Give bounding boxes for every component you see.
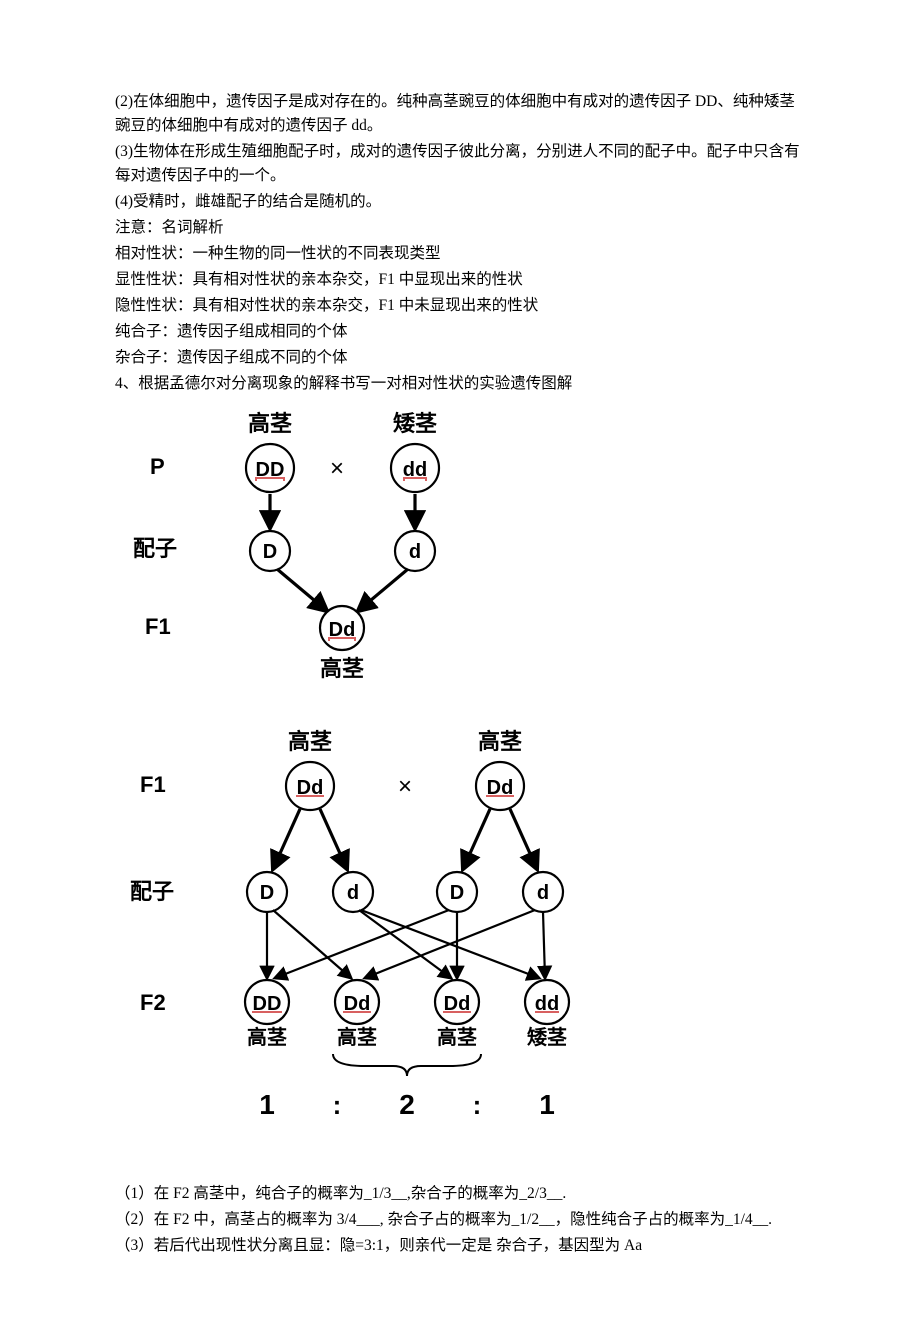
q1: （1）在 F2 高茎中，纯合子的概率为_1/3__,杂合子的概率为_2/3__. bbox=[115, 1182, 805, 1206]
d2-geno-d2: d bbox=[537, 882, 549, 904]
d1-bottom-label: 高茎 bbox=[320, 656, 364, 681]
para-3: (3)生物体在形成生殖细胞配子时，成对的遗传因子彼此分离，分别进人不同的配子中。… bbox=[115, 140, 805, 188]
d2-arrow-l-D bbox=[273, 809, 300, 869]
d2-f2-lab-dd: 矮茎 bbox=[527, 1025, 567, 1049]
para-term5: 杂合子：遗传因子组成不同的个体 bbox=[115, 346, 805, 370]
para-term4: 纯合子：遗传因子组成相同的个体 bbox=[115, 320, 805, 344]
d2-geno-d1: d bbox=[347, 882, 359, 904]
para-item4: 4、根据孟德尔对分离现象的解释书写一对相对性状的实验遗传图解 bbox=[115, 372, 805, 396]
intro-text: (2)在体细胞中，遗传因子是成对存在的。纯种高茎豌豆的体细胞中有成对的遗传因子 … bbox=[115, 90, 805, 396]
d1-row-P: P bbox=[150, 454, 165, 479]
d2-ratio-1b: 1 bbox=[539, 1089, 555, 1120]
d1-row-F1: F1 bbox=[145, 614, 171, 639]
d2-f2-lab-Dd2: 高茎 bbox=[437, 1025, 477, 1049]
d1-arrow-d-F1 bbox=[358, 569, 408, 611]
d2-geno-D1: D bbox=[260, 882, 274, 904]
d2-f2-lab-DD: 高茎 bbox=[247, 1025, 287, 1049]
d1-geno-d: d bbox=[409, 541, 421, 563]
questions-block: （1）在 F2 高茎中，纯合子的概率为_1/3__,杂合子的概率为_2/3__.… bbox=[115, 1182, 805, 1258]
diagram-f1-self: 高茎 高茎 F1 Dd × Dd 配子 D d D bbox=[115, 724, 805, 1152]
d2-ratio-colon2: : bbox=[473, 1090, 482, 1120]
d2-arrow-r-D bbox=[463, 809, 490, 869]
d2-row-gamete: 配子 bbox=[130, 879, 174, 904]
d2-ratio-1a: 1 bbox=[259, 1089, 275, 1120]
d2-arrow-l-d bbox=[320, 809, 347, 869]
d2-row-F2: F2 bbox=[140, 990, 166, 1015]
q2: （2）在 F2 中，高茎占的概率为 3/4___, 杂合子占的概率为_1/2__… bbox=[115, 1208, 805, 1232]
para-2: (2)在体细胞中，遗传因子是成对存在的。纯种高茎豌豆的体细胞中有成对的遗传因子 … bbox=[115, 90, 805, 138]
d2-arr-D2-DD bbox=[275, 910, 449, 978]
diagram-p-cross: 高茎 矮茎 P DD × dd 配子 D d bbox=[115, 406, 805, 694]
d2-label-tall-l: 高茎 bbox=[288, 729, 332, 754]
para-term1: 相对性状：一种生物的同一性状的不同表现类型 bbox=[115, 242, 805, 266]
d2-arrow-r-d bbox=[510, 809, 537, 869]
d2-label-tall-r: 高茎 bbox=[478, 729, 522, 754]
d2-cross-symbol: × bbox=[398, 773, 412, 800]
d2-f2-lab-Dd1: 高茎 bbox=[337, 1025, 377, 1049]
d1-label-tall: 高茎 bbox=[248, 411, 292, 436]
d2-arr-d2-dd bbox=[543, 912, 545, 978]
diagram2-svg: 高茎 高茎 F1 Dd × Dd 配子 D d D bbox=[115, 724, 635, 1144]
para-note: 注意：名词解析 bbox=[115, 216, 805, 240]
d2-geno-D2: D bbox=[450, 882, 464, 904]
d2-ratio-colon1: : bbox=[333, 1090, 342, 1120]
d1-arrow-D-F1 bbox=[277, 569, 327, 611]
para-term3: 隐性性状：具有相对性状的亲本杂交，F1 中未显现出来的性状 bbox=[115, 294, 805, 318]
d1-cross-symbol: × bbox=[330, 455, 344, 482]
d2-row-F1: F1 bbox=[140, 772, 166, 797]
q3: （3）若后代出现性状分离且显：隐=3:1，则亲代一定是 杂合子，基因型为 Aa bbox=[115, 1234, 805, 1258]
d2-arr-D1-Dd1 bbox=[273, 910, 351, 978]
diagram1-svg: 高茎 矮茎 P DD × dd 配子 D d bbox=[115, 406, 535, 686]
d1-label-short: 矮茎 bbox=[393, 411, 437, 436]
page-root: (2)在体细胞中，遗传因子是成对存在的。纯种高茎豌豆的体细胞中有成对的遗传因子 … bbox=[0, 0, 920, 1320]
d2-brace bbox=[333, 1054, 481, 1076]
para-term2: 显性性状：具有相对性状的亲本杂交，F1 中显现出来的性状 bbox=[115, 268, 805, 292]
d1-geno-D: D bbox=[263, 541, 277, 563]
para-4: (4)受精时，雌雄配子的结合是随机的。 bbox=[115, 190, 805, 214]
d1-row-gamete: 配子 bbox=[133, 536, 177, 561]
d2-ratio-2: 2 bbox=[399, 1089, 415, 1120]
d2-arr-d1-Dd2 bbox=[359, 910, 451, 978]
